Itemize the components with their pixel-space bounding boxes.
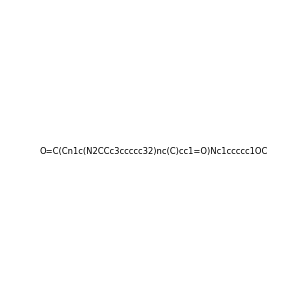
Text: O=C(Cn1c(N2CCc3ccccc32)nc(C)cc1=O)Nc1ccccc1OC: O=C(Cn1c(N2CCc3ccccc32)nc(C)cc1=O)Nc1ccc… (40, 147, 268, 156)
